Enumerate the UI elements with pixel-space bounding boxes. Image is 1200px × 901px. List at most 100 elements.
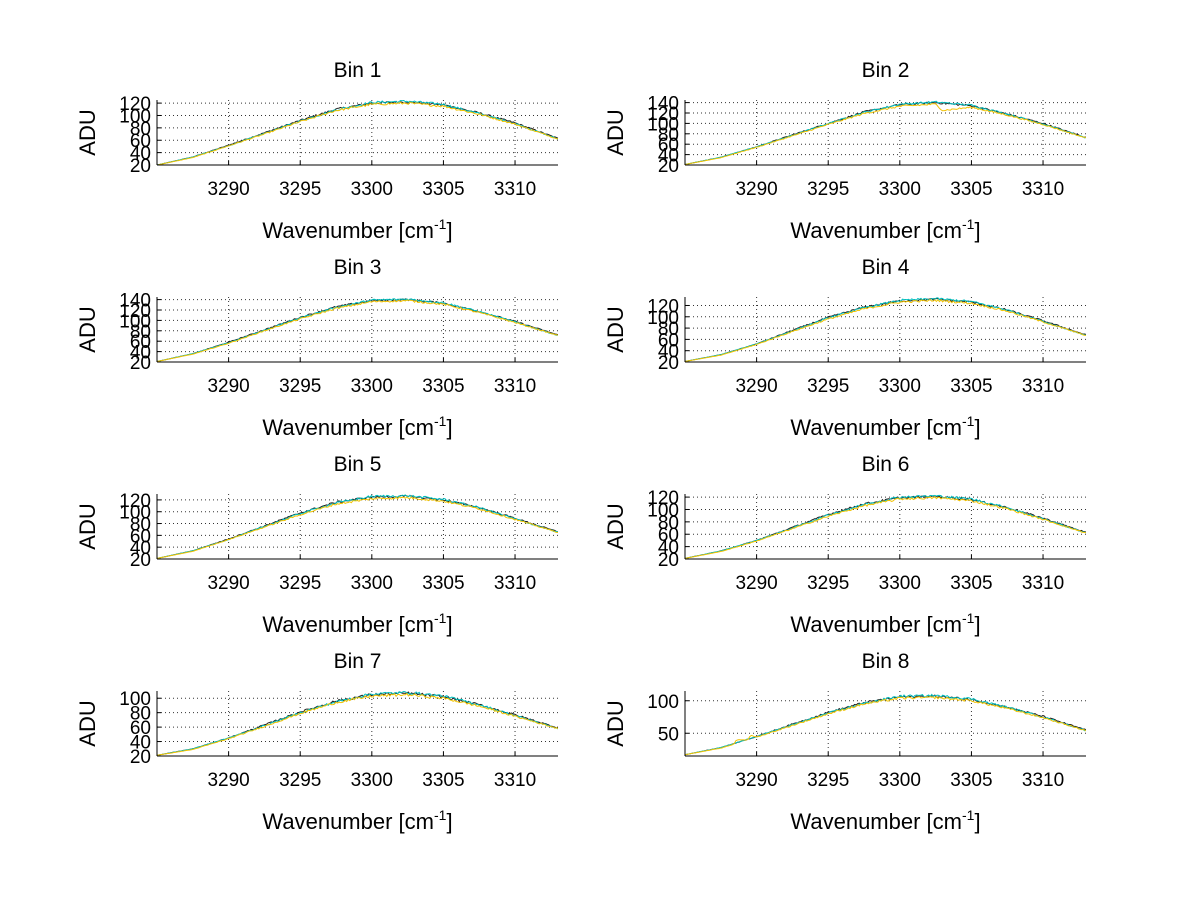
- y-tick-label: 120: [119, 301, 151, 322]
- x-tick-label: 3310: [494, 376, 536, 397]
- x-tick-label: 3290: [735, 179, 777, 200]
- x-tick-label: 3295: [807, 573, 849, 594]
- x-tick-label: 3290: [207, 376, 249, 397]
- x-tick-label: 3295: [279, 770, 321, 791]
- x-tick-label: 3290: [207, 573, 249, 594]
- y-tick-label: 60: [130, 526, 151, 547]
- y-tick-label: 140: [647, 94, 679, 115]
- x-axis-label-main: Wavenumber [cm: [262, 218, 434, 243]
- x-tick-label: 3295: [807, 179, 849, 200]
- y-tick-label: 140: [119, 291, 151, 312]
- y-axis-label: ADU: [603, 700, 628, 746]
- y-tick-label: 20: [130, 353, 151, 374]
- y-tick-label: 60: [130, 131, 151, 152]
- y-tick-label: 20: [130, 747, 151, 768]
- x-axis-label: Wavenumber [cm-1]: [790, 807, 980, 834]
- x-tick-label: 3290: [207, 179, 249, 200]
- x-axis-label: Wavenumber [cm-1]: [790, 216, 980, 243]
- x-tick-label: 3305: [950, 179, 992, 200]
- x-axis-label-main: Wavenumber [cm: [262, 612, 434, 637]
- x-axis-label-superscript: -1: [962, 807, 975, 823]
- y-tick-label: 80: [130, 515, 151, 536]
- subplot-title: Bin 8: [862, 650, 910, 673]
- x-axis-label-main: Wavenumber [cm: [790, 612, 962, 637]
- series-line-yellow: [157, 692, 558, 756]
- subplot-title: Bin 3: [334, 256, 382, 279]
- series-line-yellow: [157, 101, 558, 165]
- x-axis-label-bracket: ]: [974, 612, 980, 637]
- y-tick-label: 80: [658, 125, 679, 146]
- y-tick-label: 20: [658, 550, 679, 571]
- x-axis-label: Wavenumber [cm-1]: [790, 610, 980, 637]
- y-tick-label: 80: [658, 319, 679, 340]
- series-line-yellow: [685, 103, 1086, 165]
- x-axis-label: Wavenumber [cm-1]: [262, 413, 452, 440]
- y-tick-label: 40: [130, 538, 151, 559]
- x-axis-label-superscript: -1: [434, 807, 447, 823]
- x-tick-label: 3300: [351, 179, 393, 200]
- x-tick-label: 3305: [422, 179, 464, 200]
- series-line-yellow: [157, 299, 558, 362]
- x-axis-label: Wavenumber [cm-1]: [262, 807, 452, 834]
- subplot-title: Bin 5: [334, 453, 382, 476]
- x-tick-label: 3300: [879, 376, 921, 397]
- x-tick-label: 3305: [950, 376, 992, 397]
- x-axis-label-main: Wavenumber [cm: [262, 415, 434, 440]
- y-tick-label: 100: [647, 308, 679, 329]
- y-tick-label: 20: [130, 550, 151, 571]
- y-axis-label: ADU: [75, 503, 100, 549]
- subplot-title: Bin 7: [334, 650, 382, 673]
- y-axis-label: ADU: [75, 700, 100, 746]
- series-group: [685, 100, 1086, 165]
- x-axis-label-bracket: ]: [446, 612, 452, 637]
- x-tick-label: 3300: [879, 179, 921, 200]
- y-tick-label: 80: [130, 704, 151, 725]
- series-group: [157, 494, 558, 559]
- x-axis-label-bracket: ]: [446, 218, 452, 243]
- y-tick-label: 20: [658, 353, 679, 374]
- x-tick-label: 3310: [1022, 573, 1064, 594]
- series-line-yellow: [685, 496, 1086, 559]
- series-line-cyan: [157, 298, 558, 362]
- y-tick-label: 100: [119, 503, 151, 524]
- x-tick-label: 3300: [351, 376, 393, 397]
- y-tick-label: 120: [647, 488, 679, 509]
- series-line-yellow: [685, 299, 1086, 362]
- x-tick-label: 3310: [494, 770, 536, 791]
- series-line-cyan: [685, 297, 1086, 362]
- subplot-bin-8: Bin 8 3290 3295 3300 3305 3310 50 100 Wavenumber…: [603, 650, 1086, 834]
- x-axis-label-bracket: ]: [974, 218, 980, 243]
- y-tick-label: 40: [658, 342, 679, 363]
- subplot-title: Bin 1: [334, 59, 382, 82]
- y-tick-label: 80: [130, 119, 151, 140]
- y-tick-label: 50: [658, 724, 679, 745]
- y-tick-label: 40: [658, 538, 679, 559]
- y-tick-label: 120: [647, 296, 679, 317]
- x-tick-label: 3310: [1022, 376, 1064, 397]
- series-line-yellow: [685, 695, 1086, 756]
- series-group: [685, 297, 1086, 362]
- y-tick-label: 40: [130, 343, 151, 364]
- y-tick-label: 100: [647, 692, 679, 713]
- x-tick-label: 3305: [422, 573, 464, 594]
- x-tick-label: 3305: [422, 770, 464, 791]
- y-tick-label: 80: [658, 513, 679, 534]
- y-tick-label: 120: [647, 104, 679, 125]
- x-tick-label: 3305: [950, 573, 992, 594]
- x-tick-label: 3300: [351, 573, 393, 594]
- x-axis-label-main: Wavenumber [cm: [790, 218, 962, 243]
- y-axis-label: ADU: [603, 306, 628, 352]
- x-axis-label-bracket: ]: [974, 809, 980, 834]
- y-tick-label: 120: [119, 94, 151, 115]
- x-tick-label: 3310: [1022, 770, 1064, 791]
- subplot-title: Bin 6: [862, 453, 910, 476]
- x-tick-label: 3290: [735, 573, 777, 594]
